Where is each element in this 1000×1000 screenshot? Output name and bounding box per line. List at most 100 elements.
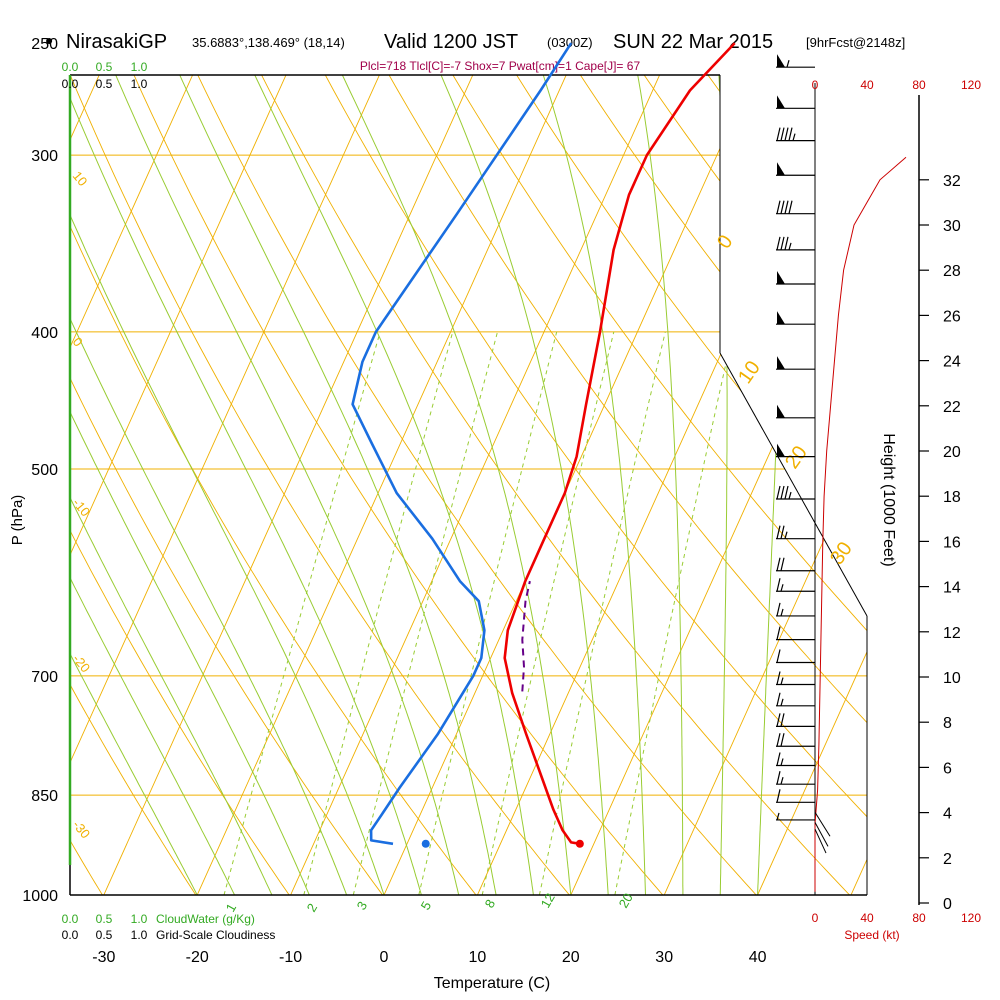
speed-tick-top: 0: [812, 78, 819, 92]
wind-barb-feather: [776, 752, 781, 766]
cloudwater-tick-top: 0.0: [62, 60, 79, 74]
wind-barb: [776, 733, 815, 747]
wind-barb-feather: [784, 485, 789, 500]
wind-barb-feather: [780, 525, 785, 539]
dry-adiabat: [810, 75, 867, 895]
isotherm-line: [290, 75, 675, 895]
wind-barb-pennant: [777, 404, 785, 418]
wind-barb-half-feather: [792, 133, 796, 141]
wind-barb-half-feather: [780, 608, 784, 617]
height-tick-label: 10: [943, 670, 961, 687]
wind-barb: [776, 95, 815, 109]
wind-barb: [776, 127, 815, 142]
wind-barb-feather: [776, 713, 781, 727]
moist-adiabat: [101, 75, 460, 895]
dry-adiabat: [433, 75, 867, 895]
wind-barb-half-feather: [780, 677, 784, 685]
moist-adiabat: [426, 75, 609, 895]
wind-barb: [776, 626, 815, 641]
wind-barb-half-feather: [788, 491, 792, 500]
isotherm-label: 10: [734, 357, 765, 388]
height-tick-label: 4: [943, 806, 952, 823]
mixing-ratio-label: 5: [418, 899, 435, 913]
mixing-ratio-label: 8: [482, 897, 499, 911]
wind-speed-line: [814, 156, 907, 892]
station-marker: ●: [45, 32, 54, 48]
mixing-ratio-line: [352, 331, 498, 895]
dry-adiabat: [245, 75, 850, 895]
wind-barb-feather: [776, 602, 781, 617]
height-axis-title: Height (1000 Feet): [880, 433, 897, 566]
dry-adiabat: [70, 75, 477, 895]
wind-barb: [776, 602, 815, 617]
cloudiness-tick-top: 0.5: [96, 77, 113, 91]
wind-barb-half-feather: [776, 812, 780, 821]
mixing-ratio-line: [303, 331, 454, 895]
pressure-tick-label: 500: [31, 462, 58, 479]
mixing-ratio-line: [223, 331, 381, 895]
isotherm-line: [0, 43, 20, 895]
speed-tick-bottom: 120: [961, 911, 981, 925]
cloudwater-tick-bottom: 0.5: [96, 912, 113, 926]
moist-adiabat: [70, 75, 348, 895]
wind-barb-pennant: [777, 162, 785, 176]
moist-adiabat: [532, 75, 646, 895]
surface-temperature-marker: [575, 839, 584, 848]
speed-tick-bottom: 80: [912, 911, 926, 925]
pressure-tick-label: 400: [31, 325, 58, 342]
wind-barb-feather: [776, 578, 781, 592]
mixing-ratio-label: 12: [538, 890, 558, 910]
wind-barb: [776, 525, 815, 540]
temperature-tick-label: -10: [279, 949, 302, 966]
temperature-tick-label: 30: [655, 949, 673, 966]
height-tick-label: 20: [943, 444, 961, 461]
wind-barb-pennant: [777, 271, 785, 285]
isotherm-line: [70, 75, 395, 895]
wind-barb-half-feather: [780, 698, 784, 706]
dry-adiabat: [370, 75, 867, 895]
wind-barb: [776, 485, 815, 500]
cloudiness-tick-top: 1.0: [131, 77, 148, 91]
speed-axis-title: Speed (kt): [844, 928, 899, 942]
wind-barb-pennant: [777, 54, 785, 68]
pressure-tick-label: 300: [31, 148, 58, 165]
wind-barb: [776, 789, 815, 803]
dry-adiabat: [70, 75, 570, 895]
valid-time: Valid 1200 JST: [384, 31, 519, 53]
sounding-data: [351, 42, 907, 892]
moist-adiabat: [70, 75, 422, 895]
cloudiness-tick-bottom: 0.5: [96, 928, 113, 942]
cloudwater-tick-top: 1.0: [131, 60, 148, 74]
cloudiness-label: Grid-Scale Cloudiness: [156, 928, 275, 942]
mixing-ratio-line: [418, 331, 558, 895]
wind-barb: [814, 822, 829, 847]
temperature-tick-label: -30: [92, 949, 115, 966]
wind-barb: [776, 443, 815, 458]
x-axis-title: Temperature (C): [434, 975, 550, 992]
dry-adiabat: [70, 75, 290, 895]
wind-barb: [776, 311, 815, 325]
mixing-ratio-line: [538, 331, 666, 895]
wind-barb-pennant: [777, 95, 785, 109]
speed-tick-top: 40: [860, 78, 874, 92]
wind-barb-feather: [776, 649, 781, 663]
temperature-tick-label: 10: [469, 949, 487, 966]
wind-barb-feather: [780, 485, 785, 500]
wind-barb-pennant: [777, 356, 785, 370]
isotherm-line: [944, 43, 1000, 895]
wind-barb: [776, 557, 815, 572]
wind-barb-half-feather: [786, 60, 790, 68]
height-tick-label: 24: [943, 354, 961, 371]
temperature-tick-label: 40: [749, 949, 767, 966]
cloudwater-tick-bottom: 1.0: [131, 912, 148, 926]
wind-barb-feather: [776, 692, 781, 706]
cloudiness-tick-bottom: 0.0: [62, 928, 79, 942]
wind-barb-feather: [780, 733, 785, 747]
isotherm-line: [70, 75, 208, 895]
wind-barb: [776, 713, 815, 727]
moist-adiabat: [164, 75, 497, 895]
moist-adiabat: [239, 75, 534, 895]
wind-barb-feather: [784, 200, 789, 214]
wind-barb-feather: [780, 713, 785, 727]
